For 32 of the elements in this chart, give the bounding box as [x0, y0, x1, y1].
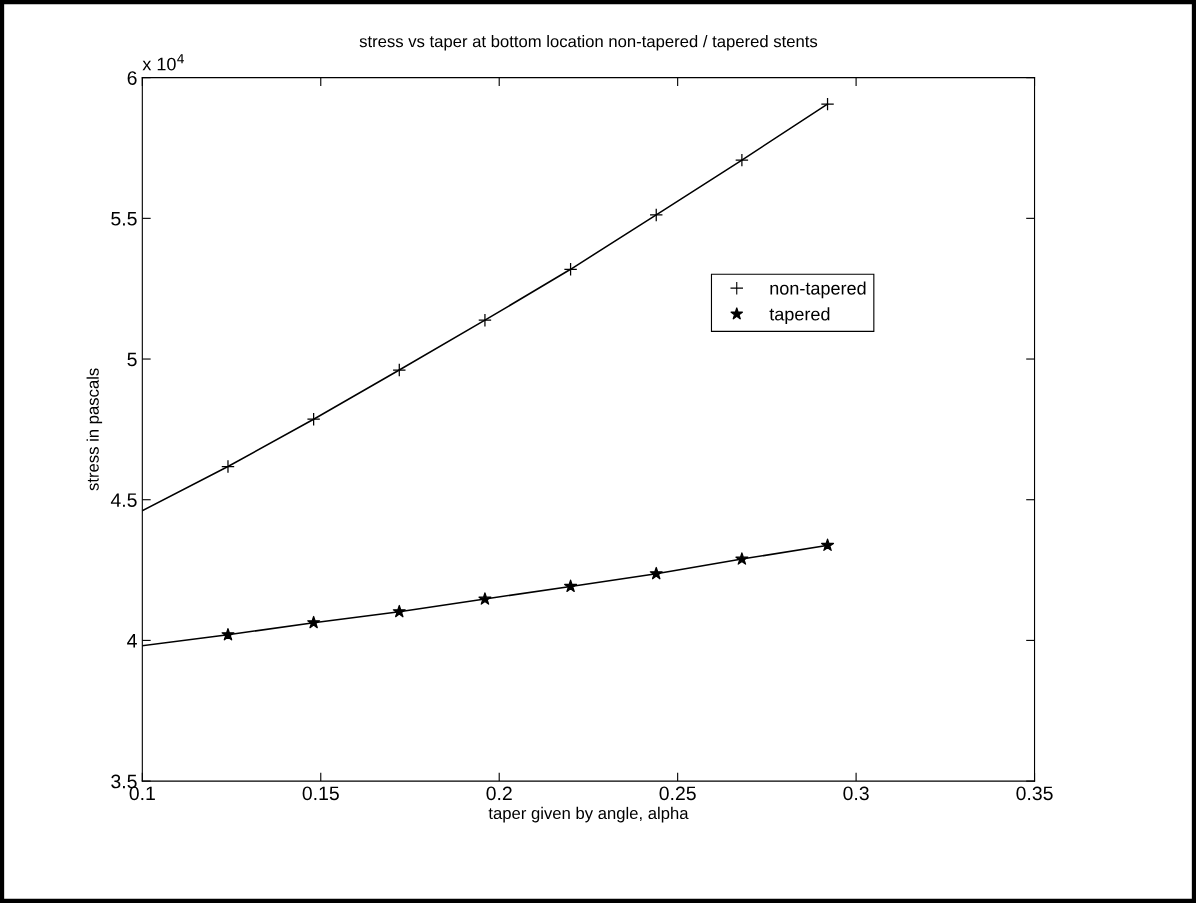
point	[564, 579, 578, 593]
point	[649, 566, 663, 580]
y-tick-label: 6	[127, 71, 137, 85]
point	[478, 592, 492, 605]
point	[563, 262, 578, 277]
point	[392, 604, 406, 618]
chart-title: stress vs taper at bottom location non-tapered / tapered stents	[359, 35, 818, 51]
legend-label: tapered	[769, 307, 830, 325]
point	[735, 552, 749, 565]
x-tick-label: 0.3	[843, 786, 869, 801]
point	[221, 627, 235, 641]
y-tick-label: 5	[127, 352, 137, 367]
legend-label: non-tapered	[770, 281, 866, 299]
x-tick-label: 0.15	[302, 786, 339, 801]
point	[221, 459, 235, 474]
y-tick-label: 4	[127, 634, 137, 648]
y-tick-label: 4.5	[110, 493, 137, 507]
point	[478, 313, 492, 328]
point	[307, 615, 321, 629]
point	[306, 412, 321, 427]
x-tick-label: 0.25	[659, 786, 696, 801]
x-tick-label: 0.35	[1016, 786, 1053, 801]
y-tick-label: 5.5	[111, 212, 137, 226]
point	[820, 97, 835, 111]
point	[392, 363, 407, 377]
x-tick-label: 0.2	[486, 786, 512, 801]
point	[821, 538, 835, 551]
x-axis-title: taper given by angle, alpha	[488, 806, 689, 823]
point	[649, 208, 664, 222]
y-axis-title: stress in pascals	[86, 368, 103, 491]
text: x 10$^{4}$	[142, 54, 184, 71]
point	[735, 153, 749, 167]
